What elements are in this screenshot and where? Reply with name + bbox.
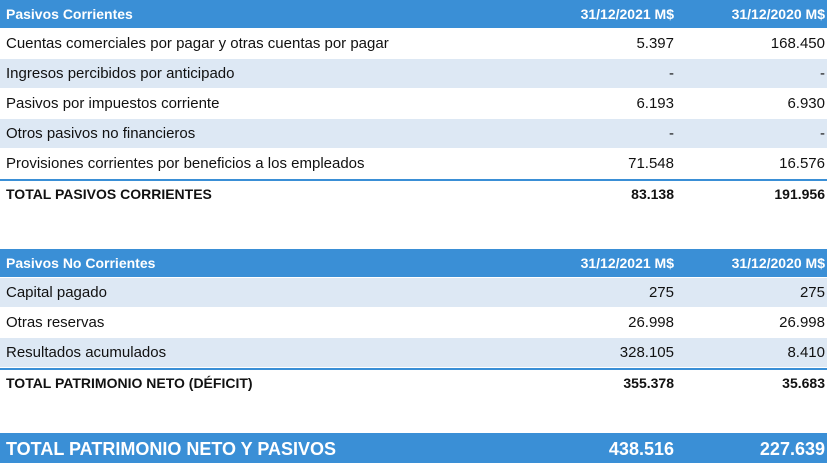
- value-2020: 168.450: [770, 35, 825, 52]
- grand-total-2020: 227.639: [759, 439, 825, 459]
- non-current-liabilities-header: Pasivos No Corrientes 31/12/2021 M$ 31/1…: [0, 249, 827, 278]
- value-2021: -: [669, 125, 674, 142]
- table-row: Pasivos por impuestos corriente 6.193 6.…: [0, 89, 827, 119]
- row-label: Otros pasivos no financieros: [6, 125, 196, 142]
- total-row: TOTAL PATRIMONIO NETO (DÉFICIT) 355.378 …: [0, 368, 827, 398]
- total-label: TOTAL PATRIMONIO NETO (DÉFICIT): [6, 375, 253, 391]
- value-2021: 328.105: [619, 344, 674, 361]
- current-liabilities-table: Pasivos Corrientes 31/12/2021 M$ 31/12/2…: [0, 0, 827, 209]
- column-header-2021: 31/12/2021 M$: [580, 255, 674, 271]
- non-current-liabilities-table: Pasivos No Corrientes 31/12/2021 M$ 31/1…: [0, 249, 827, 398]
- value-2021: 6.193: [636, 95, 674, 112]
- value-2020: 6.930: [787, 95, 825, 112]
- row-label: Capital pagado: [6, 284, 107, 301]
- grand-total-label: TOTAL PATRIMONIO NETO Y PASIVOS: [6, 439, 337, 459]
- grand-total-2021: 438.516: [608, 439, 674, 459]
- value-2020: 16.576: [779, 155, 825, 172]
- row-label: Resultados acumulados: [6, 344, 167, 361]
- column-header-2020: 31/12/2020 M$: [731, 6, 825, 22]
- table-row: Resultados acumulados 328.105 8.410: [0, 338, 827, 368]
- current-liabilities-header: Pasivos Corrientes 31/12/2021 M$ 31/12/2…: [0, 0, 827, 29]
- total-2021: 355.378: [623, 375, 674, 391]
- total-label: TOTAL PASIVOS CORRIENTES: [6, 186, 212, 202]
- table-row: Capital pagado 275 275: [0, 278, 827, 308]
- row-label: Cuentas comerciales por pagar y otras cu…: [6, 35, 389, 52]
- row-label: Otras reservas: [6, 314, 105, 331]
- total-row: TOTAL PASIVOS CORRIENTES 83.138 191.956: [0, 179, 827, 209]
- total-2021: 83.138: [631, 186, 674, 202]
- value-2020: -: [820, 125, 825, 142]
- grand-total-row: TOTAL PATRIMONIO NETO Y PASIVOS 438.516 …: [0, 433, 827, 463]
- value-2020: 8.410: [787, 344, 825, 361]
- row-label: Provisiones corrientes por beneficios a …: [6, 155, 365, 172]
- row-label: Ingresos percibidos por anticipado: [6, 65, 235, 82]
- value-2020: 26.998: [779, 314, 825, 331]
- column-header-2021: 31/12/2021 M$: [580, 6, 674, 22]
- total-2020: 35.683: [782, 375, 825, 391]
- table-row: Provisiones corrientes por beneficios a …: [0, 149, 827, 179]
- table-row: Cuentas comerciales por pagar y otras cu…: [0, 29, 827, 59]
- value-2020: -: [820, 65, 825, 82]
- row-label: Pasivos por impuestos corriente: [6, 95, 220, 112]
- value-2021: 71.548: [628, 155, 674, 172]
- table-row: Otras reservas 26.998 26.998: [0, 308, 827, 338]
- section-title: Pasivos No Corrientes: [6, 255, 156, 271]
- table-row: Ingresos percibidos por anticipado - -: [0, 59, 827, 89]
- value-2020: 275: [799, 284, 825, 301]
- value-2021: 275: [648, 284, 674, 301]
- total-2020: 191.956: [774, 186, 825, 202]
- column-header-2020: 31/12/2020 M$: [731, 255, 825, 271]
- value-2021: -: [669, 65, 674, 82]
- table-row: Otros pasivos no financieros - -: [0, 119, 827, 149]
- value-2021: 5.397: [636, 35, 674, 52]
- value-2021: 26.998: [628, 314, 674, 331]
- section-title: Pasivos Corrientes: [6, 6, 133, 22]
